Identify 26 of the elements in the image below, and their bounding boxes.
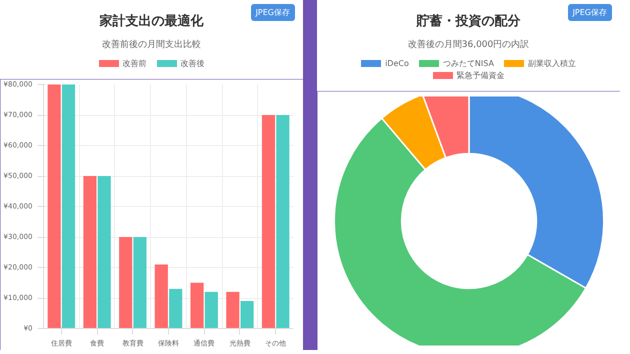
bar <box>62 84 76 328</box>
legend-label: 緊急予備資金 <box>456 71 504 80</box>
legend-label: つみたてNISA <box>442 59 494 68</box>
bar <box>190 282 204 328</box>
text: JPEG保存 <box>568 4 612 21</box>
bar <box>48 84 61 328</box>
chart-subtitle: 改善前後の月間支出比較 <box>101 38 202 51</box>
bar <box>204 292 218 328</box>
legend-label: 改善後 <box>180 59 204 68</box>
bar <box>262 115 276 328</box>
bar <box>154 264 168 328</box>
bar <box>169 288 182 328</box>
bar <box>83 176 96 328</box>
text: JPEG保存 <box>250 4 295 21</box>
chart-title: 貯蓄・投資の配分 <box>416 14 520 29</box>
chart-subtitle: 改善後の月間36,000円の内訳 <box>406 38 530 51</box>
legend-label: 改善前 <box>122 59 146 68</box>
bar <box>119 237 132 328</box>
legend-label: iDeCo <box>384 59 409 68</box>
bar <box>133 237 146 328</box>
bar <box>98 176 111 328</box>
bar <box>226 292 240 328</box>
bar <box>276 115 290 328</box>
bar <box>240 301 254 328</box>
legend-label: 副業収入積立 <box>526 59 576 68</box>
chart-title: 家計支出の最適化 <box>100 14 204 29</box>
